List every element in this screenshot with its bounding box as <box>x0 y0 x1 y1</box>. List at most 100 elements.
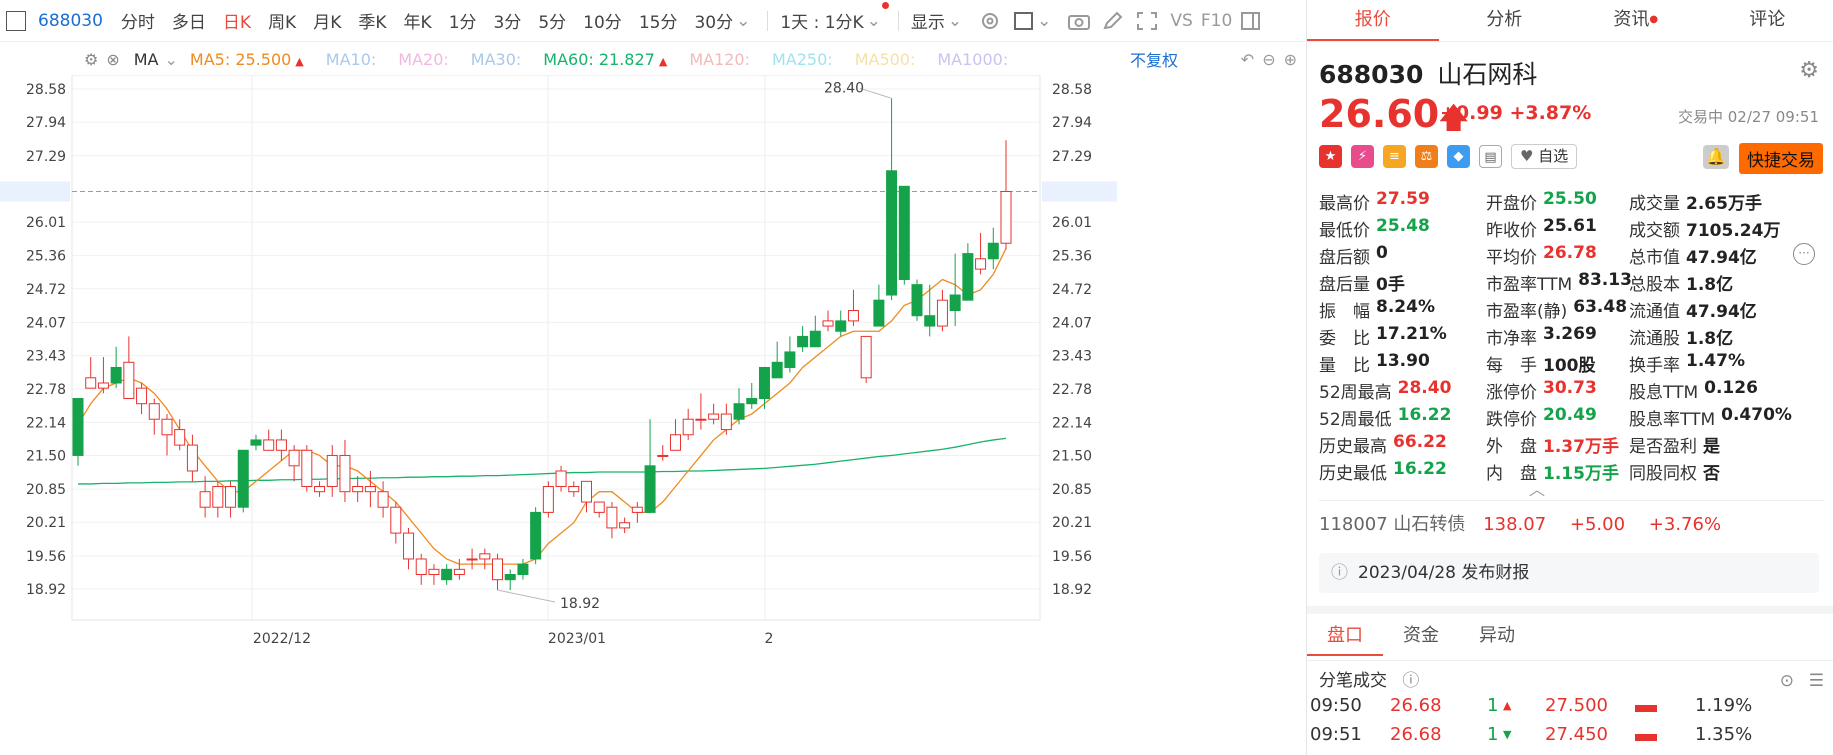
stat-cell: 换手率 1.47% <box>1629 351 1796 376</box>
annotation-line <box>497 589 556 603</box>
y-tick-label: 27.29 <box>26 149 66 165</box>
bond-name: 118007 山石转债 <box>1319 514 1466 535</box>
kline-chart[interactable]: 28.5828.5827.9427.9427.2927.2926.6026.60… <box>0 75 1305 755</box>
watchlist-label: 自选 <box>1538 147 1569 165</box>
settings-icon[interactable] <box>979 11 1001 31</box>
quote-tabs: 报价 分析 资讯● 评论 <box>1307 0 1833 42</box>
y-tick-label: 26.01 <box>1052 215 1092 231</box>
candle-body <box>326 454 338 488</box>
chevron-down-icon[interactable]: ⌄ <box>866 10 881 31</box>
tab-yidong[interactable]: 异动 <box>1479 625 1515 646</box>
bell-icon[interactable]: 🔔 <box>1703 145 1729 169</box>
more-icon[interactable]: ··· <box>1793 243 1815 265</box>
chevron-down-icon[interactable]: ⌄ <box>1037 10 1052 31</box>
layout-icon[interactable] <box>1013 11 1035 31</box>
candle-body <box>593 501 605 513</box>
tab-news[interactable]: 资讯● <box>1570 0 1702 41</box>
candle-body <box>860 335 872 379</box>
tab-fenshi[interactable]: 分时 <box>120 13 155 33</box>
chevron-down-icon[interactable]: ⌄ <box>164 49 178 69</box>
earnings-notice[interactable]: ⓘ 2023/04/28 发布财报 <box>1319 553 1819 593</box>
ma-item[interactable]: MA1000: <box>937 49 1009 69</box>
candle-body <box>364 486 376 493</box>
candle-body <box>517 563 529 576</box>
convertible-bond[interactable]: 118007 山石转债 138.07 +5.00 +3.76% <box>1319 510 1721 536</box>
tab-analysis[interactable]: 分析 <box>1486 9 1523 30</box>
china-flag-icon[interactable]: ★ <box>1319 145 1342 168</box>
tab-15min[interactable]: 15分 <box>638 13 678 33</box>
document-icon[interactable]: ▤ <box>1479 145 1502 168</box>
zoom-in-icon[interactable]: ⊕ <box>1283 49 1297 69</box>
stat-value: 8.24% <box>1376 297 1435 317</box>
tab-comments[interactable]: 评论 <box>1749 9 1786 30</box>
info-icon[interactable]: ⓘ <box>1402 671 1420 691</box>
tab-jik[interactable]: 季K <box>358 13 387 33</box>
ma-item[interactable]: MA120: <box>689 49 750 69</box>
panel-toggle-icon[interactable] <box>6 10 26 31</box>
tab-niank[interactable]: 年K <box>403 13 432 33</box>
range-select[interactable]: 1天 : 1分K <box>780 13 864 33</box>
candle-body <box>568 486 580 493</box>
stats-row: 历史最高 66.22 外 盘 1.37万手 是否盈利是 <box>1319 431 1829 458</box>
chevron-down-icon[interactable]: ⌄ <box>947 10 963 31</box>
feature-icons: ★ ⚡ ≡ ⚖ ◆ ▤ ♥ 自选 <box>1319 144 1578 169</box>
tab-quote[interactable]: 报价 <box>1307 0 1439 41</box>
tab-1min[interactable]: 1分 <box>448 13 477 33</box>
arrow-up-icon: 🡅 <box>1439 101 1468 134</box>
zoom-out-icon[interactable]: ⊖ <box>1262 49 1276 69</box>
fuquan-button[interactable]: 不复权 <box>1130 51 1179 70</box>
restore-icon[interactable]: ↶ <box>1240 49 1255 69</box>
tab-10min[interactable]: 10分 <box>583 13 622 33</box>
display-menu[interactable]: 显示 <box>910 13 945 33</box>
watchlist-button[interactable]: ♥ 自选 <box>1511 144 1578 169</box>
tab-pankou[interactable]: 盘口 <box>1307 618 1383 656</box>
f10-button[interactable]: F10 <box>1200 10 1233 31</box>
stat-label: 平均价 <box>1486 248 1537 268</box>
tab-rik[interactable]: 日K <box>222 13 252 33</box>
gear-icon[interactable]: ⚙ <box>1799 58 1819 83</box>
tick-time: 09:51 <box>1310 724 1362 745</box>
stat-cell: 总股本 1.8亿 <box>1629 270 1796 295</box>
ma-item[interactable]: MA250: <box>772 49 833 69</box>
stat-label: 历史最低 <box>1319 464 1387 484</box>
tab-5min[interactable]: 5分 <box>538 13 567 33</box>
ma-item[interactable]: MA5: 25.500 ▲ <box>189 49 304 69</box>
ma-item[interactable]: MA30: <box>470 49 522 69</box>
tab-30min[interactable]: 30分 <box>694 13 734 33</box>
tag-icon[interactable]: ◆ <box>1447 145 1470 168</box>
fullscreen-icon[interactable] <box>1136 11 1158 31</box>
more-icon[interactable]: ⊙ <box>1779 671 1794 691</box>
stat-cell: 平均价 26.78 <box>1486 243 1629 268</box>
y-tick-label: 27.29 <box>1052 149 1092 165</box>
vs-button[interactable]: VS <box>1170 10 1193 31</box>
sidebar-toggle-icon[interactable] <box>1240 11 1262 31</box>
stat-label: 最高价 <box>1319 194 1370 214</box>
close-icon[interactable]: ⊗ <box>106 49 120 69</box>
quick-trade-button[interactable]: 快捷交易 <box>1739 143 1823 174</box>
stat-cell: 内 盘 1.15万手 <box>1486 459 1629 484</box>
ma-item[interactable]: MA10: <box>325 49 377 69</box>
ma-item[interactable]: MA500: <box>854 49 916 69</box>
tab-duori[interactable]: 多日 <box>171 13 206 33</box>
tick-row: 09:50 26.68 1 27.500 1.19% ▲ <box>1307 695 1833 724</box>
notice-text: 2023/04/28 发布财报 <box>1358 563 1530 583</box>
stat-label: 总股本 <box>1629 275 1680 295</box>
list-icon[interactable]: ☰ <box>1808 671 1824 691</box>
coin-stack-icon[interactable]: ≡ <box>1383 145 1406 168</box>
lightning-icon[interactable]: ⚡ <box>1351 145 1374 168</box>
ma-select[interactable]: MA <box>133 49 159 69</box>
pencil-icon[interactable] <box>1102 11 1124 31</box>
ma-item[interactable]: MA60: 21.827 ▲ <box>543 49 668 69</box>
stat-label: 流通股 <box>1629 329 1680 349</box>
tab-yuek[interactable]: 月K <box>313 13 342 33</box>
camera-icon[interactable] <box>1068 11 1091 31</box>
ma-item[interactable]: MA20: <box>398 49 449 69</box>
settings-icon[interactable]: ⚙ <box>84 49 99 69</box>
ma60-line <box>78 437 1007 485</box>
tab-3min[interactable]: 3分 <box>493 13 522 33</box>
chevron-up-icon[interactable]: ︿ <box>1529 480 1546 499</box>
balance-icon[interactable]: ⚖ <box>1415 145 1438 168</box>
tab-zijin[interactable]: 资金 <box>1403 625 1439 646</box>
tab-zhouk[interactable]: 周K <box>268 13 297 33</box>
chevron-down-icon[interactable]: ⌄ <box>736 10 751 31</box>
